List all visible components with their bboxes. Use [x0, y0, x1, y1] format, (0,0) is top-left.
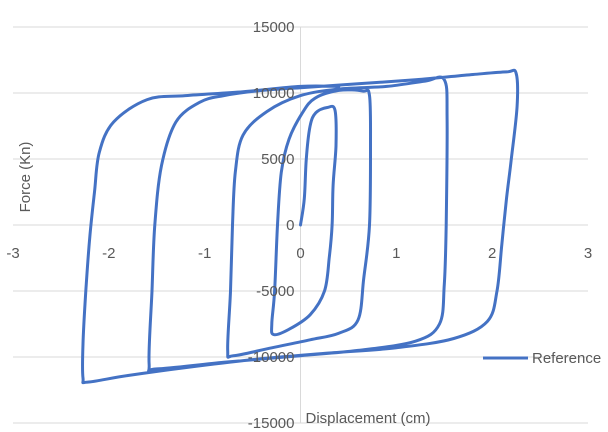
y-tick-label-0: 15000	[253, 19, 295, 36]
y-tick-label-1: 10000	[253, 85, 295, 102]
y-tick-label-6: -15000	[248, 415, 295, 432]
x-tick-label-2: -1	[198, 245, 211, 262]
x-tick-label-5: 2	[488, 245, 496, 262]
y-axis-title: Force (Kn)	[17, 142, 34, 213]
y-tick-label-5: -10000	[248, 349, 295, 366]
x-tick-label-1: -2	[102, 245, 115, 262]
legend: Reference	[483, 350, 601, 367]
x-axis-title: Displacement (cm)	[305, 410, 430, 427]
x-tick-label-6: 3	[584, 245, 592, 262]
series-line-0	[81, 68, 520, 385]
x-tick-label-0: -3	[6, 245, 19, 262]
x-tick-label-4: 1	[392, 245, 400, 262]
tick-labels: 15000 10000 5000 0 -5000 -10000 -15000 -3 -2 -1 0 1…	[6, 19, 592, 432]
y-tick-label-4: -5000	[256, 283, 294, 300]
legend-label: Reference	[532, 350, 601, 367]
series-layer	[81, 68, 520, 385]
y-tick-label-3: 0	[286, 217, 294, 234]
x-tick-label-3: 0	[296, 245, 304, 262]
y-tick-label-2: 5000	[261, 151, 294, 168]
